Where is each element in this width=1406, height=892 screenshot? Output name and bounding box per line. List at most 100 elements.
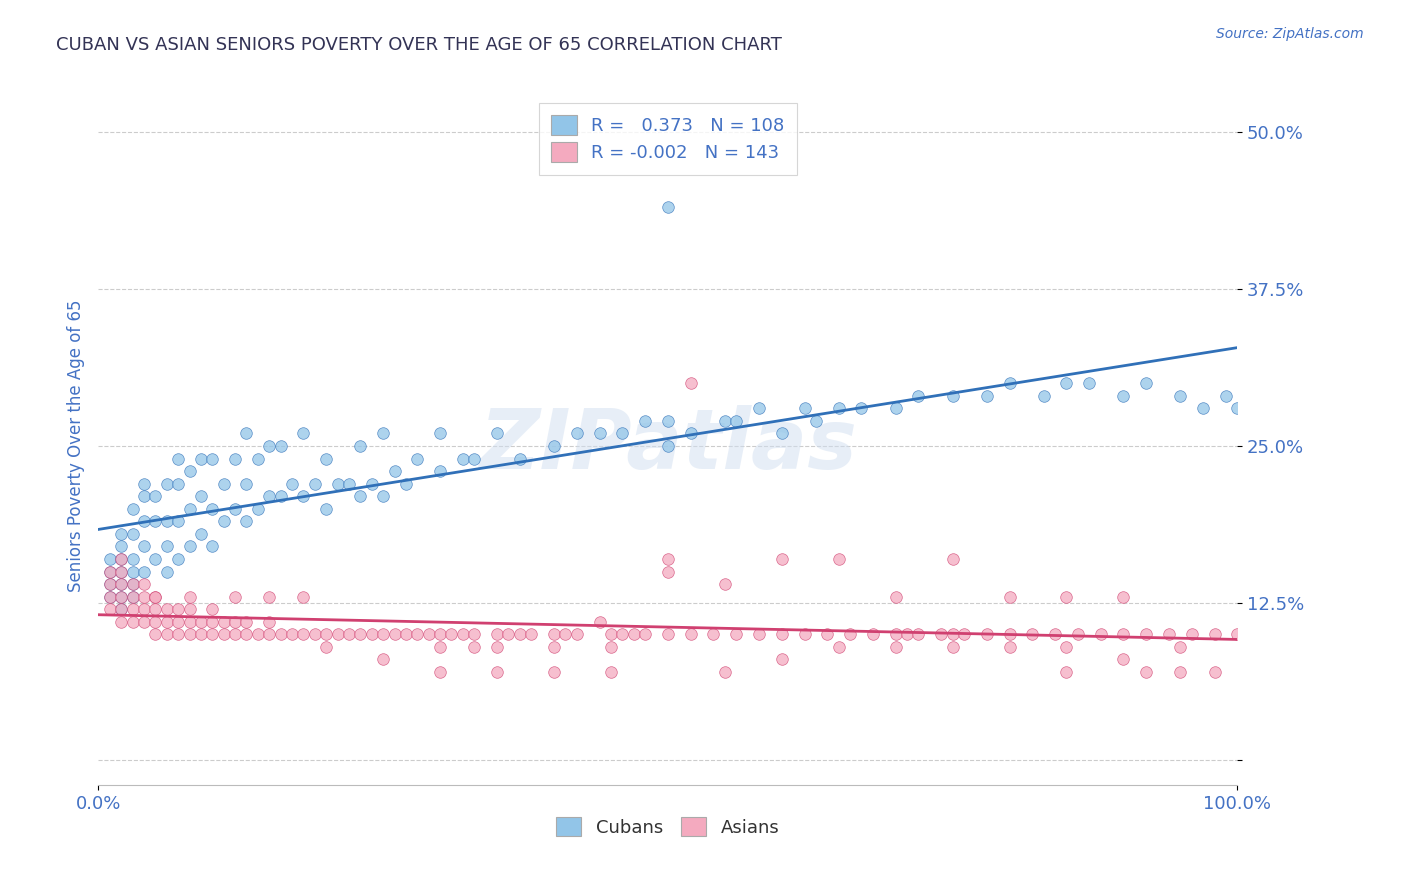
Point — [259, 590, 281, 604]
Point — [1226, 401, 1249, 416]
Point — [190, 627, 212, 641]
Point — [132, 602, 155, 616]
Point — [132, 489, 155, 503]
Point — [156, 615, 179, 629]
Point — [543, 439, 565, 453]
Point — [246, 451, 269, 466]
Point — [259, 489, 281, 503]
Point — [326, 627, 349, 641]
Point — [190, 489, 212, 503]
Point — [907, 389, 929, 403]
Point — [371, 652, 394, 666]
Y-axis label: Seniors Poverty Over the Age of 65: Seniors Poverty Over the Age of 65 — [66, 300, 84, 592]
Point — [1054, 665, 1078, 679]
Point — [179, 540, 201, 554]
Point — [179, 602, 201, 616]
Point — [224, 615, 246, 629]
Point — [429, 640, 451, 654]
Point — [98, 577, 121, 591]
Point — [121, 602, 143, 616]
Point — [612, 426, 634, 441]
Point — [259, 615, 281, 629]
Point — [451, 451, 474, 466]
Point — [896, 627, 918, 641]
Point — [828, 640, 851, 654]
Point — [1215, 389, 1237, 403]
Point — [942, 640, 965, 654]
Point — [884, 401, 907, 416]
Point — [349, 439, 371, 453]
Point — [132, 577, 155, 591]
Point — [1170, 665, 1192, 679]
Point — [246, 627, 269, 641]
Point — [463, 627, 485, 641]
Point — [406, 451, 429, 466]
Point — [132, 540, 155, 554]
Point — [121, 501, 143, 516]
Point — [1021, 627, 1043, 641]
Point — [360, 476, 382, 491]
Point — [315, 627, 337, 641]
Point — [1170, 389, 1192, 403]
Point — [212, 627, 235, 641]
Point — [121, 590, 143, 604]
Point — [486, 640, 509, 654]
Point — [145, 552, 167, 566]
Point — [543, 640, 565, 654]
Point — [384, 464, 406, 478]
Point — [1112, 627, 1135, 641]
Point — [281, 627, 304, 641]
Point — [145, 627, 167, 641]
Point — [337, 627, 360, 641]
Point — [793, 627, 815, 641]
Point — [292, 426, 315, 441]
Point — [770, 552, 793, 566]
Point — [132, 565, 155, 579]
Point — [190, 451, 212, 466]
Point — [98, 590, 121, 604]
Point — [212, 514, 235, 528]
Point — [110, 565, 132, 579]
Point — [657, 565, 679, 579]
Point — [1135, 627, 1157, 641]
Point — [657, 201, 679, 215]
Point — [121, 565, 143, 579]
Legend: Cubans, Asians: Cubans, Asians — [548, 809, 787, 844]
Point — [509, 451, 531, 466]
Point — [565, 627, 588, 641]
Point — [360, 627, 382, 641]
Point — [145, 489, 167, 503]
Point — [929, 627, 952, 641]
Point — [429, 627, 451, 641]
Point — [714, 414, 737, 428]
Point — [463, 640, 485, 654]
Point — [315, 451, 337, 466]
Point — [498, 627, 520, 641]
Point — [98, 552, 121, 566]
Point — [907, 627, 929, 641]
Point — [679, 426, 702, 441]
Point — [634, 627, 657, 641]
Point — [714, 577, 737, 591]
Point — [224, 501, 246, 516]
Point — [804, 414, 827, 428]
Point — [201, 615, 224, 629]
Point — [679, 627, 702, 641]
Point — [1090, 627, 1112, 641]
Text: CUBAN VS ASIAN SENIORS POVERTY OVER THE AGE OF 65 CORRELATION CHART: CUBAN VS ASIAN SENIORS POVERTY OVER THE … — [56, 36, 782, 54]
Point — [110, 552, 132, 566]
Point — [1157, 627, 1180, 641]
Point — [429, 426, 451, 441]
Point — [748, 627, 770, 641]
Point — [429, 665, 451, 679]
Point — [179, 464, 201, 478]
Point — [98, 565, 121, 579]
Point — [167, 615, 190, 629]
Point — [828, 401, 851, 416]
Point — [770, 652, 793, 666]
Point — [839, 627, 862, 641]
Point — [201, 627, 224, 641]
Point — [224, 627, 246, 641]
Text: ZIPatlas: ZIPatlas — [479, 406, 856, 486]
Point — [156, 540, 179, 554]
